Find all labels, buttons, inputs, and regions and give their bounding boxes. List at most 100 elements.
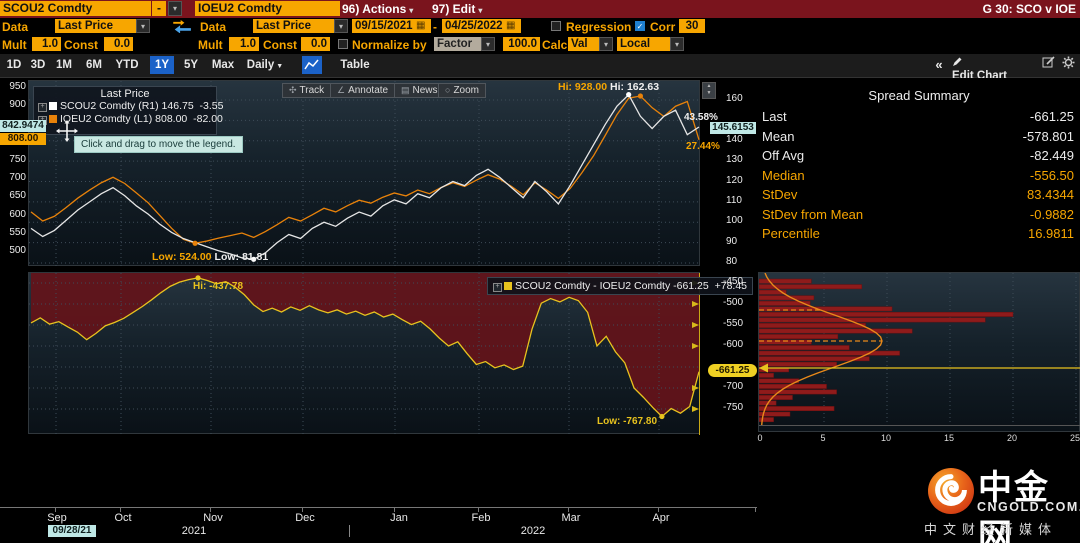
price-type-dropdown-2[interactable]: ▾ [334,19,348,33]
summary-title: Spread Summary [868,88,970,103]
chart-legend[interactable]: Last Price + SCOU2 Comdty (R1) 146.75 -3.… [33,86,223,135]
axis-tick [210,507,211,512]
pencil-icon [953,57,962,66]
spread-operator-button[interactable]: - [152,1,166,16]
legend-item[interactable]: + SCOU2 Comdty (R1) 146.75 -3.55 [34,100,223,113]
const-label: Const [64,38,98,52]
const1-field[interactable]: 0.0 [104,37,133,51]
month-label: Mar [561,512,581,524]
annotate-icon: ∠ [337,85,346,95]
collapse-panel-button[interactable]: « [935,57,943,72]
axis-tick [120,507,121,512]
axis-tick-label: 550 [9,226,26,238]
axis-tick-label: 20 [1006,433,1017,443]
chevron-down-icon: ▾ [172,4,177,13]
year-label: 2021 [181,525,207,537]
price-type-dropdown-1[interactable]: ▾ [136,19,150,33]
spread-high-annotation: Hi: -437.78 [193,281,244,292]
calc-label: Calc [542,38,568,52]
currency-dropdown[interactable]: ▾ [670,37,684,51]
currency-field[interactable]: Local [617,37,672,51]
axis-tick-label: 120 [726,174,743,186]
security2-field[interactable]: IOEU2 Comdty [195,1,340,16]
range-1y[interactable]: 1Y [150,56,174,74]
table-button[interactable]: Table [340,59,370,71]
year-divider [349,525,350,537]
spread-chart[interactable] [28,272,701,435]
calendar-icon[interactable]: ▦ [506,20,516,31]
settings-button[interactable] [1062,56,1078,74]
data-label: Data [200,20,227,34]
security1-field[interactable]: SCOU2 Comdty [0,1,151,16]
legend-title: Last Price [100,88,150,100]
series-color-swatch [49,102,57,110]
return-pct-white: 43.58% [684,112,718,123]
month-label: Oct [114,512,132,524]
axis-tick-label: 5 [820,433,826,443]
axis-tick-label: 80 [726,256,738,267]
calendar-icon[interactable]: ▦ [416,20,426,31]
track-button[interactable]: ✣ Track [282,83,332,98]
line-chart-type-button[interactable] [302,56,322,74]
calc-dropdown[interactable]: ▾ [599,37,613,51]
mult1-field[interactable]: 1.0 [32,37,61,51]
news-button[interactable]: ▤ News [394,83,445,98]
range-3d[interactable]: 3D [30,59,46,71]
distribution-histogram[interactable] [758,272,1080,432]
expand-icon[interactable]: + [493,283,502,292]
edit-menu[interactable]: 97) Edit ▾ [432,2,483,16]
chevron-down-icon: ▾ [409,6,414,15]
axis-tick-label: 900 [9,99,26,111]
regression-label: Regression [566,20,632,34]
price-type-field-2[interactable]: Last Price [253,19,336,33]
date-from-field[interactable]: 09/15/2021 [352,19,431,33]
zoom-button[interactable]: ○ Zoom [438,83,486,98]
const2-field[interactable]: 0.0 [301,37,330,51]
range-1m[interactable]: 1M [56,59,72,71]
axis-tick-label: 90 [726,235,738,247]
mult2-field[interactable]: 1.0 [229,37,259,51]
annotation-note-button[interactable] [1042,56,1058,74]
axis-tick [658,507,659,512]
month-label: Apr [652,512,670,524]
watermark-name: 中金网 [978,469,1050,543]
axis-tick-label: 10 [880,433,891,443]
chevron-down-icon: ▾ [140,22,145,31]
price-type-field-1[interactable]: Last Price [55,19,138,33]
date-to-field[interactable]: 04/25/2022 [442,19,521,33]
spread-legend[interactable]: + SCOU2 Comdty - IOEU2 Comdty -661.25 +78… [487,277,754,295]
summary-row: Last -661.25 [762,109,1074,124]
axis-tick-label: 0 [757,433,763,443]
range-6m[interactable]: 6M [86,59,102,71]
corr-period-field[interactable]: 30 [679,19,705,33]
const-label: Const [263,38,297,52]
axis-tick [55,507,56,512]
range-5y[interactable]: 5Y [183,59,199,71]
period-dropdown[interactable]: Daily ▼ [246,59,284,71]
line-chart-icon [304,59,319,70]
factor-value-field[interactable]: 100.0 [503,37,540,51]
chart-start-date-box[interactable]: 09/28/21 [48,525,96,537]
axis-tick-label: 750 [9,153,26,165]
range-ytd[interactable]: YTD [115,59,139,71]
mult-row: Mult 1.0 Const 0.0 Mult 1.0 Const 0.0 No… [0,36,1080,54]
mult-label: Mult [2,38,27,52]
factor-dropdown[interactable]: ▾ [481,37,495,51]
operator-dropdown[interactable]: ▾ [168,1,182,16]
normalize-checkbox[interactable] [338,39,348,49]
actions-menu[interactable]: 96) Actions ▾ [342,2,414,16]
expand-icon[interactable]: + [38,103,47,112]
legend-item[interactable]: +IOEU2 Comdty (L1) 808.00 -82.00 [34,113,223,126]
panel-resize-spinner[interactable]: ▲ ▼ [702,82,716,99]
normalize-factor-field[interactable]: Factor [434,37,483,51]
calc-value-field[interactable]: Val [568,37,601,51]
regression-checkbox[interactable] [551,21,561,31]
watermark-tagline: 中文财经新媒体 [924,522,1058,537]
range-max[interactable]: Max [211,59,235,71]
range-1d[interactable]: 1D [6,59,22,71]
annotate-button[interactable]: ∠ Annotate [330,83,396,98]
edit-chart-button[interactable]: Edit Chart [952,56,1038,82]
corr-checkbox[interactable]: ✓ [635,21,645,31]
swap-securities-icon[interactable] [172,20,194,33]
axis-tick-label: 15 [943,433,954,443]
